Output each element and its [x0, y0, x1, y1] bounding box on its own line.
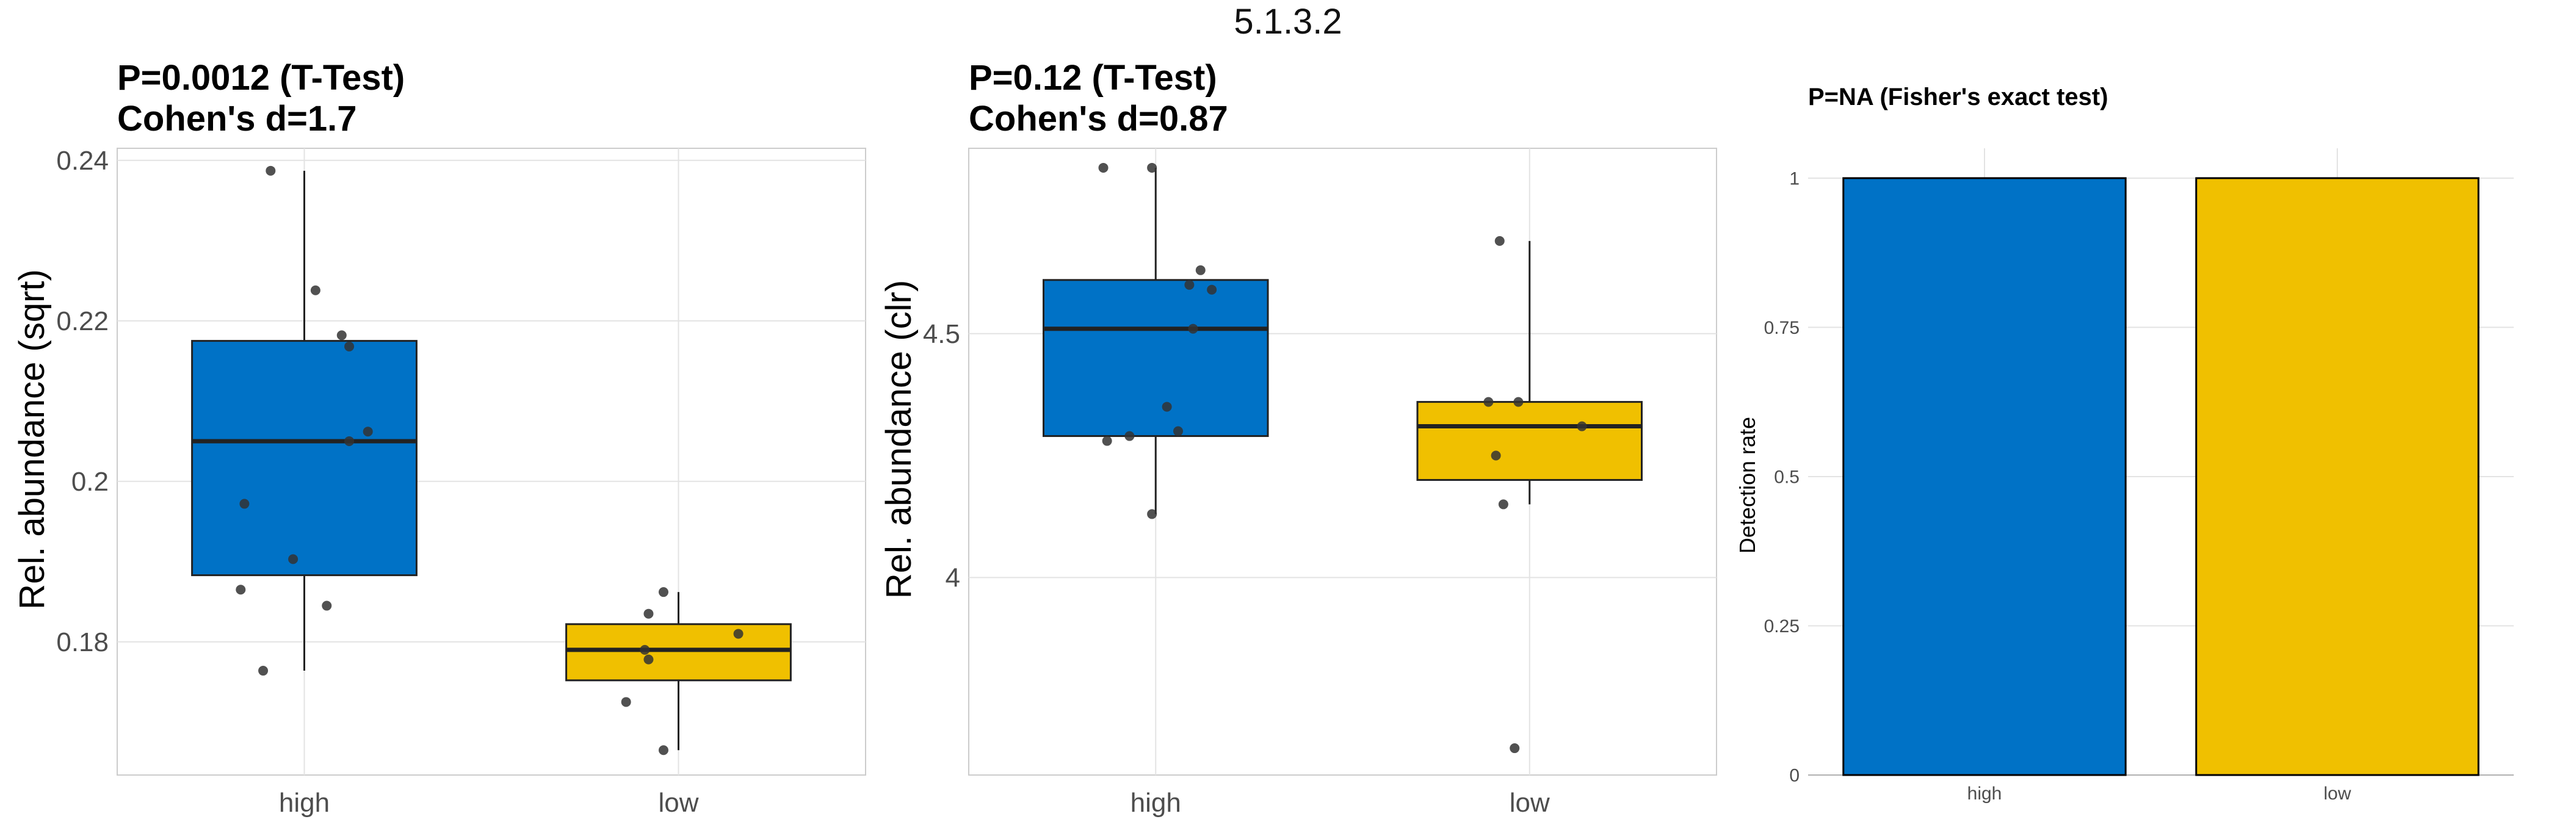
data-point-low [1513, 397, 1524, 407]
data-point-high [1147, 162, 1157, 173]
box-high [191, 340, 418, 577]
panel-1-title-line2: Cohen's d=1.7 [117, 99, 357, 139]
panel-2-box-plot: P=0.12 (T-Test) Cohen's d=0.87 Rel. abun… [879, 58, 1717, 818]
box-low [565, 623, 792, 682]
y-tick-label: 0.18 [56, 627, 109, 657]
y-tick-label: 0.75 [1764, 318, 1800, 338]
data-point-high [1184, 279, 1195, 290]
data-point-high [1102, 436, 1112, 446]
data-point-low [658, 587, 668, 597]
plot-border [968, 148, 1717, 776]
panel-1-title-line1: P=0.0012 (T-Test) [117, 58, 405, 98]
data-point-high [236, 585, 246, 595]
data-point-high [1124, 431, 1135, 441]
data-point-high [1188, 323, 1198, 334]
panel-3-title: P=NA (Fisher's exact test) [1808, 84, 2108, 110]
bar-high [1842, 177, 2127, 776]
data-point-high [288, 554, 298, 564]
x-tick-label-high: high [1967, 784, 2002, 804]
panel-2-title-line2: Cohen's d=0.87 [969, 99, 1228, 139]
data-point-low [643, 654, 654, 665]
data-point-low [1483, 397, 1494, 407]
x-tick-label-low: low [658, 788, 698, 818]
x-tick-label-high: high [1131, 788, 1181, 818]
data-point-high [1173, 426, 1183, 436]
box-low [1416, 401, 1643, 481]
x-tick-label-high: high [279, 788, 330, 818]
data-point-high [310, 285, 320, 295]
panel-3-plot-area: 0 0.25 0.5 0.75 1 high low [1764, 148, 2514, 804]
y-tick-label: 1 [1789, 168, 1800, 189]
panel-1-plot-area: 0.18 0.2 0.22 0.24 high low [56, 146, 866, 818]
data-point-high [266, 165, 276, 176]
data-point-low [643, 608, 654, 619]
figure-title: 5.1.3.2 [1234, 2, 1342, 41]
y-tick-label: 0.25 [1764, 616, 1800, 636]
panel-1-y-axis-label: Rel. abundance (sqrt) [12, 269, 52, 610]
panel-2-plot-area: 4 4.5 high low [923, 148, 1717, 818]
data-point-high [239, 499, 250, 509]
box-high [1043, 279, 1269, 438]
data-point-high [322, 600, 332, 611]
data-point-high [363, 427, 373, 437]
y-tick-label: 0.24 [56, 146, 109, 176]
panel-2-y-axis-label: Rel. abundance (clr) [879, 280, 919, 599]
data-point-low [733, 629, 743, 639]
data-point-high [336, 330, 347, 341]
data-point-low [658, 745, 668, 755]
data-point-low [1491, 450, 1501, 461]
data-point-low [1498, 499, 1508, 510]
data-point-high [1162, 402, 1172, 412]
y-tick-label: 0.22 [56, 306, 109, 336]
data-point-low [1510, 743, 1520, 754]
y-tick-label: 0.2 [71, 467, 109, 497]
data-point-low [1577, 421, 1587, 431]
data-point-high [1195, 265, 1206, 275]
data-point-low [640, 644, 650, 655]
data-point-high [258, 666, 269, 676]
data-point-low [621, 697, 631, 707]
panel-1-box-plot: P=0.0012 (T-Test) Cohen's d=1.7 Rel. abu… [12, 58, 866, 818]
x-tick-label-low: low [1510, 788, 1550, 818]
plot-border [117, 148, 866, 776]
y-tick-label: 4.5 [923, 319, 960, 349]
y-tick-label: 0.5 [1774, 467, 1800, 487]
data-point-high [1098, 162, 1109, 173]
y-tick-label: 4 [946, 563, 960, 593]
panel-3-bar-chart: P=NA (Fisher's exact test) Detection rat… [1735, 84, 2514, 804]
data-point-high [344, 436, 355, 446]
x-tick-label-low: low [2323, 784, 2351, 804]
y-tick-label: 0 [1789, 766, 1800, 786]
data-point-high [344, 341, 355, 352]
data-point-high [1207, 284, 1217, 295]
bar-low [2195, 177, 2480, 776]
panel-2-title-line1: P=0.12 (T-Test) [969, 58, 1217, 98]
data-point-high [1147, 509, 1157, 519]
data-point-low [1494, 236, 1505, 246]
panel-3-y-axis-label: Detection rate [1735, 417, 1760, 554]
